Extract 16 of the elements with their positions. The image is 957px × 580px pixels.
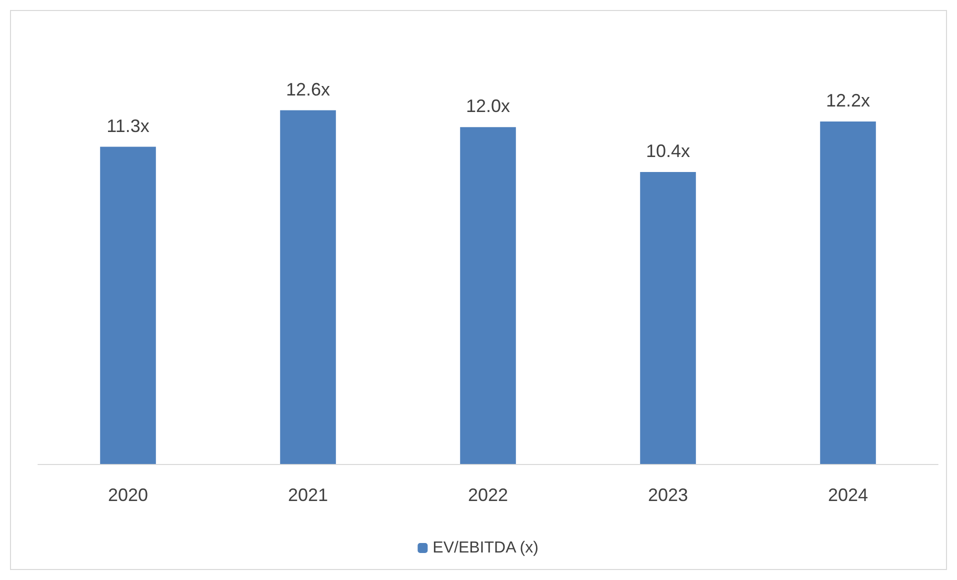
legend-label: EV/EBITDA (x) (432, 540, 538, 556)
x-tick-label: 2024 (828, 485, 868, 505)
bar (640, 172, 696, 464)
data-label: 11.3x (106, 116, 150, 136)
bar (820, 122, 876, 464)
x-tick-label: 2021 (288, 485, 328, 505)
x-tick-label: 2020 (108, 485, 148, 505)
bar (280, 110, 336, 464)
bar (100, 146, 156, 464)
data-label: 12.6x (286, 79, 330, 100)
x-tick-label: 2023 (648, 485, 688, 505)
data-label: 12.0x (466, 96, 510, 116)
data-label: 10.4x (646, 141, 690, 162)
x-tick-label: 2022 (468, 485, 508, 505)
data-label: 12.2x (826, 90, 870, 111)
bar (460, 127, 516, 464)
